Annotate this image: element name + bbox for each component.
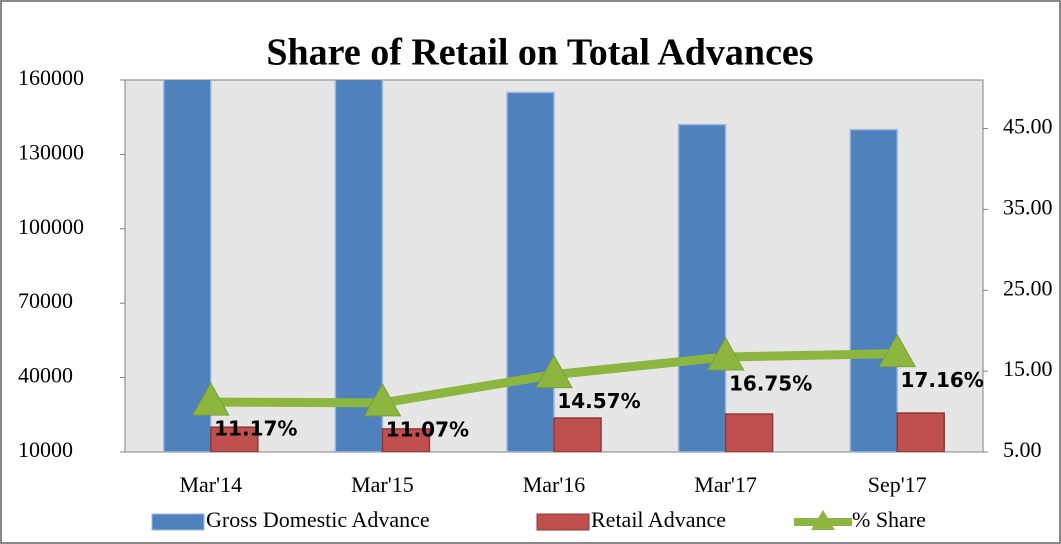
data-label: 17.16% xyxy=(901,368,984,392)
y-tick-label: 40000 xyxy=(18,363,73,388)
line-marker xyxy=(191,382,230,416)
y-tick-label: 130000 xyxy=(18,139,84,164)
data-label: 11.07% xyxy=(386,417,469,441)
line-marker xyxy=(535,354,573,389)
bar xyxy=(896,412,945,452)
legend-swatch xyxy=(811,510,835,530)
bar xyxy=(210,426,259,452)
y-tick-label: 160000 xyxy=(18,65,84,90)
data-label: 14.57% xyxy=(557,389,640,413)
y-tick-label: 70000 xyxy=(18,288,73,313)
bar xyxy=(334,80,384,452)
bar xyxy=(381,428,431,452)
legend-label: Gross Domestic Advance xyxy=(206,507,430,532)
bar xyxy=(163,80,212,452)
line-marker xyxy=(878,333,917,368)
x-tick-label: Mar'15 xyxy=(351,472,414,497)
y-tick-label: 10000 xyxy=(18,437,73,462)
line-marker xyxy=(363,382,402,417)
legend-label: % Share xyxy=(852,507,926,532)
x-tick-label: Sep'17 xyxy=(868,472,927,497)
bar xyxy=(506,91,555,452)
x-tick-label: Mar'17 xyxy=(694,472,757,497)
x-tick-label: Mar'16 xyxy=(523,472,586,497)
y2-tick-label: 15.00 xyxy=(1003,356,1053,381)
data-label: 11.17% xyxy=(214,417,297,441)
line-marker xyxy=(706,336,745,371)
bar xyxy=(677,123,727,452)
data-label: 16.75% xyxy=(729,371,812,395)
y2-tick-label: 35.00 xyxy=(1003,194,1053,219)
plot-marks xyxy=(163,80,945,452)
chart-title: Share of Retail on Total Advances xyxy=(266,32,813,74)
bar xyxy=(724,413,774,452)
bar xyxy=(553,417,602,452)
y2-tick-label: 5.00 xyxy=(1003,437,1042,462)
x-tick-label: Mar'14 xyxy=(179,472,242,497)
y-tick-label: 100000 xyxy=(18,214,84,239)
y2-tick-label: 45.00 xyxy=(1003,114,1053,139)
bar xyxy=(849,128,898,452)
y2-tick-label: 25.00 xyxy=(1003,275,1053,300)
legend-label: Retail Advance xyxy=(591,507,726,532)
legend-swatch xyxy=(536,513,590,531)
legend-swatch xyxy=(151,513,205,531)
